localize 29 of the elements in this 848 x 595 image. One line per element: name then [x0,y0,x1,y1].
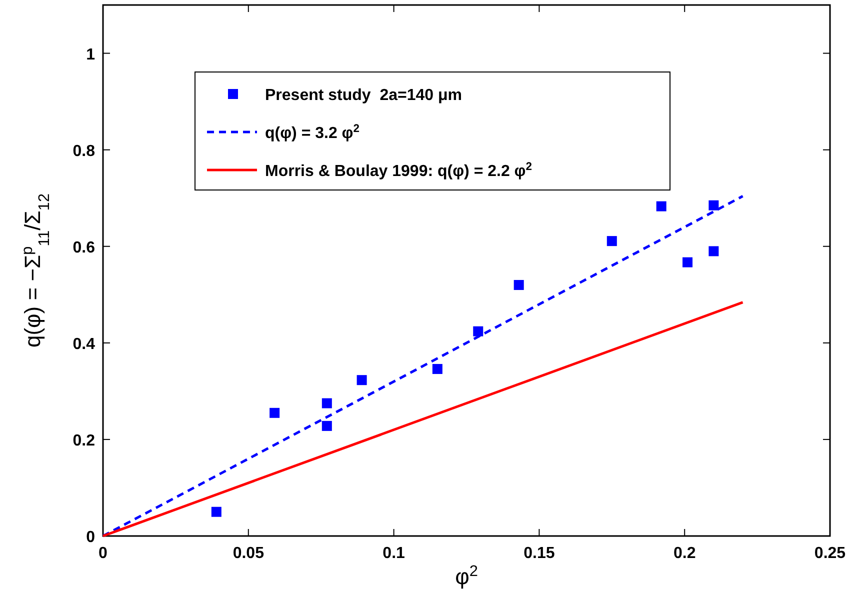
y-tick-label: 1 [86,46,96,64]
x-tick-label: 0.1 [382,545,406,562]
y-tick-label: 0.2 [72,432,96,450]
legend-label: Morris & Boulay 1999: q(φ) = 2.2 φ$^{2}$ [265,161,532,180]
x-tick-label: 0.25 [814,545,846,562]
y-tick-label: 0.6 [72,239,96,256]
y-tick-label: 0.4 [72,336,96,353]
y-tick-label: 0 [86,529,96,546]
point [708,200,719,210]
point [656,201,666,212]
x-tick-label: 0.05 [232,545,264,562]
point [708,246,719,256]
point [606,236,617,246]
point [322,398,332,408]
point [432,364,442,374]
point [270,408,280,418]
x-axis-title: φ$^{2}$ [455,562,478,589]
point [514,280,524,290]
point [211,506,222,517]
legend-label: Present study 2a=140 μm [265,87,462,104]
point [356,375,367,386]
point [473,326,484,336]
y-tick-label: 0.8 [72,142,96,160]
point [322,420,332,431]
point [682,257,693,268]
x-tick-label: 0 [98,545,108,562]
x-tick-label: 0.15 [524,545,555,562]
x-tick-label: 0.2 [673,545,696,562]
legend-label: q(φ) = 3.2 φ$^{2}$ [265,123,360,142]
